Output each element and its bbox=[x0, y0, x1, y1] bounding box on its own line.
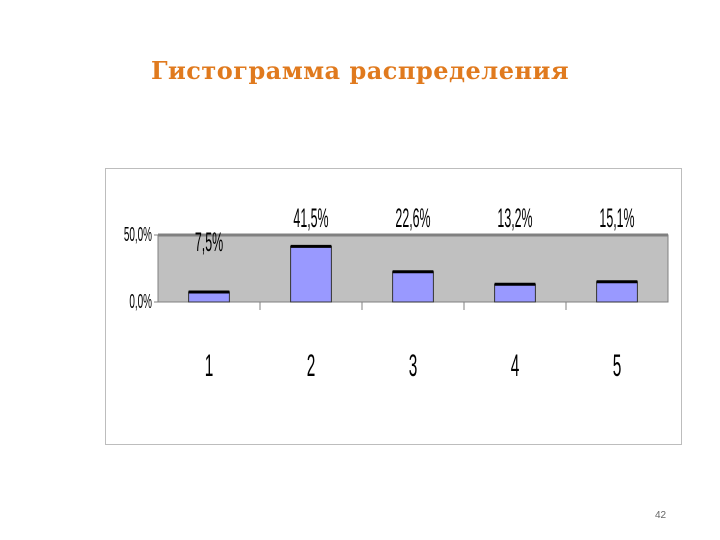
data-label: 7,5% bbox=[195, 228, 223, 258]
category-label: 5 bbox=[613, 348, 622, 384]
y-tick-label: 0,0% bbox=[129, 292, 152, 314]
category-label: 1 bbox=[205, 348, 214, 384]
category-label: 4 bbox=[511, 348, 520, 384]
category-label: 2 bbox=[307, 348, 316, 384]
data-label: 15,1% bbox=[599, 204, 634, 234]
data-label: 22,6% bbox=[395, 204, 430, 234]
bar bbox=[392, 271, 434, 303]
data-label: 13,2% bbox=[497, 204, 532, 234]
chart-frame bbox=[105, 168, 682, 445]
bar bbox=[596, 281, 638, 303]
data-label: 41,5% bbox=[293, 204, 328, 234]
category-label: 3 bbox=[409, 348, 418, 384]
bar bbox=[188, 291, 230, 303]
slide-title: Гистограмма распределения bbox=[150, 56, 570, 85]
bar bbox=[494, 283, 536, 303]
y-tick-label: 50,0% bbox=[124, 225, 152, 247]
page-number: 42 bbox=[655, 510, 667, 521]
bar bbox=[290, 245, 332, 303]
